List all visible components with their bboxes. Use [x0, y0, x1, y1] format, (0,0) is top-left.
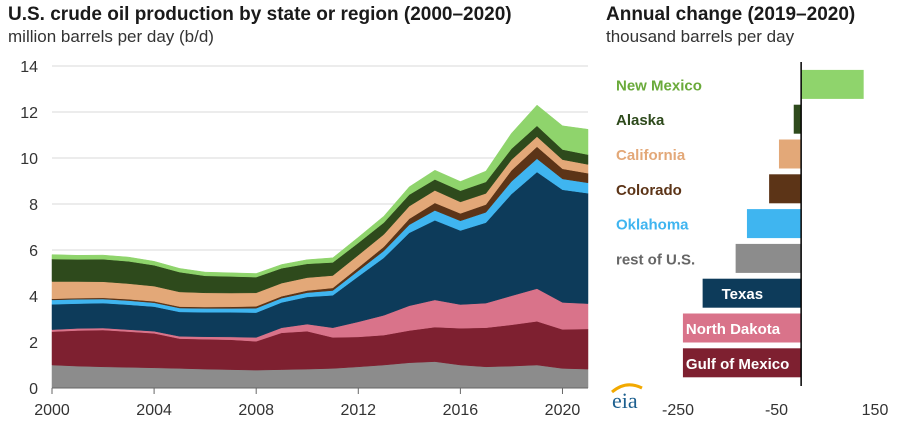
bar-colorado — [769, 174, 802, 204]
x-tick-label: 2012 — [340, 402, 376, 419]
bar-chart-subtitle: thousand barrels per day — [606, 27, 795, 46]
y-tick-label: 6 — [29, 243, 38, 260]
y-tick-label: 8 — [29, 197, 38, 214]
x-tick-label: 2004 — [136, 402, 172, 419]
eia-logo: eia — [606, 380, 652, 416]
bar-x-tick-label: -250 — [662, 402, 694, 419]
bar-texas — [702, 278, 802, 308]
y-tick-label: 0 — [29, 381, 38, 398]
eia-logo-text: eia — [612, 388, 638, 413]
bar-label-gulf-of-mexico: Gulf of Mexico — [686, 356, 789, 373]
x-tick-label: 2000 — [34, 402, 70, 419]
bar-label-rest-of-u-s: rest of U.S. — [616, 251, 695, 268]
bar-x-tick-label: -50 — [765, 402, 788, 419]
x-tick-label: 2020 — [545, 402, 581, 419]
bar-label-california: California — [616, 147, 686, 164]
x-tick-label: 2008 — [238, 402, 274, 419]
x-tick-label: 2016 — [443, 402, 479, 419]
bar-chart-title: Annual change (2019–2020) — [606, 4, 856, 25]
area-chart: 0 2 4 6 8 10 12 14 2000 2004 2008 2012 2016 2020 — [20, 59, 589, 419]
bar-rest-of-u-s — [735, 243, 802, 273]
bar-label-colorado: Colorado — [616, 182, 682, 199]
y-tick-label: 10 — [20, 151, 38, 168]
bar-label-texas: Texas — [722, 286, 763, 303]
bar-oklahoma — [746, 209, 802, 239]
bar-alaska — [793, 104, 802, 134]
bar-label-oklahoma: Oklahoma — [616, 217, 689, 234]
bar-x-tick-label: 150 — [862, 402, 889, 419]
bar-label-new-mexico: New Mexico — [616, 77, 702, 94]
bar-north-dakota — [682, 313, 802, 343]
y-tick-label: 4 — [29, 289, 38, 306]
bar-label-north-dakota: North Dakota — [686, 321, 781, 338]
y-tick-label: 14 — [20, 59, 38, 76]
bar-california — [778, 139, 802, 169]
y-tick-label: 12 — [20, 105, 38, 122]
area-series-new-mexico — [51, 104, 589, 278]
y-tick-label: 2 — [29, 335, 38, 352]
bar-label-alaska: Alaska — [616, 112, 665, 129]
area-chart-title: U.S. crude oil production by state or re… — [8, 4, 512, 25]
area-chart-subtitle: million barrels per day (b/d) — [8, 27, 214, 46]
bar-gulf-of-mexico — [682, 348, 802, 378]
bar-new-mexico — [801, 69, 864, 99]
